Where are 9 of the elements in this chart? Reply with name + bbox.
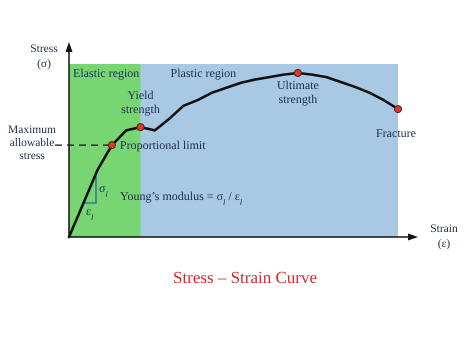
annotation: Elastic region <box>73 66 140 80</box>
text: Stress – Strain Curve <box>172 268 318 287</box>
annotation: σ$_{l}$ <box>99 181 108 198</box>
annotation: Ultimate strength <box>276 78 319 106</box>
annotation: Plastic region <box>170 66 236 80</box>
ref-line-label: Maximum allowable stress <box>8 124 56 162</box>
x-axis-title: Strain (ε) <box>430 223 458 250</box>
annotation: ε$_{l}$ <box>86 204 94 222</box>
y-axis-title: Stress (σ) <box>30 43 58 70</box>
